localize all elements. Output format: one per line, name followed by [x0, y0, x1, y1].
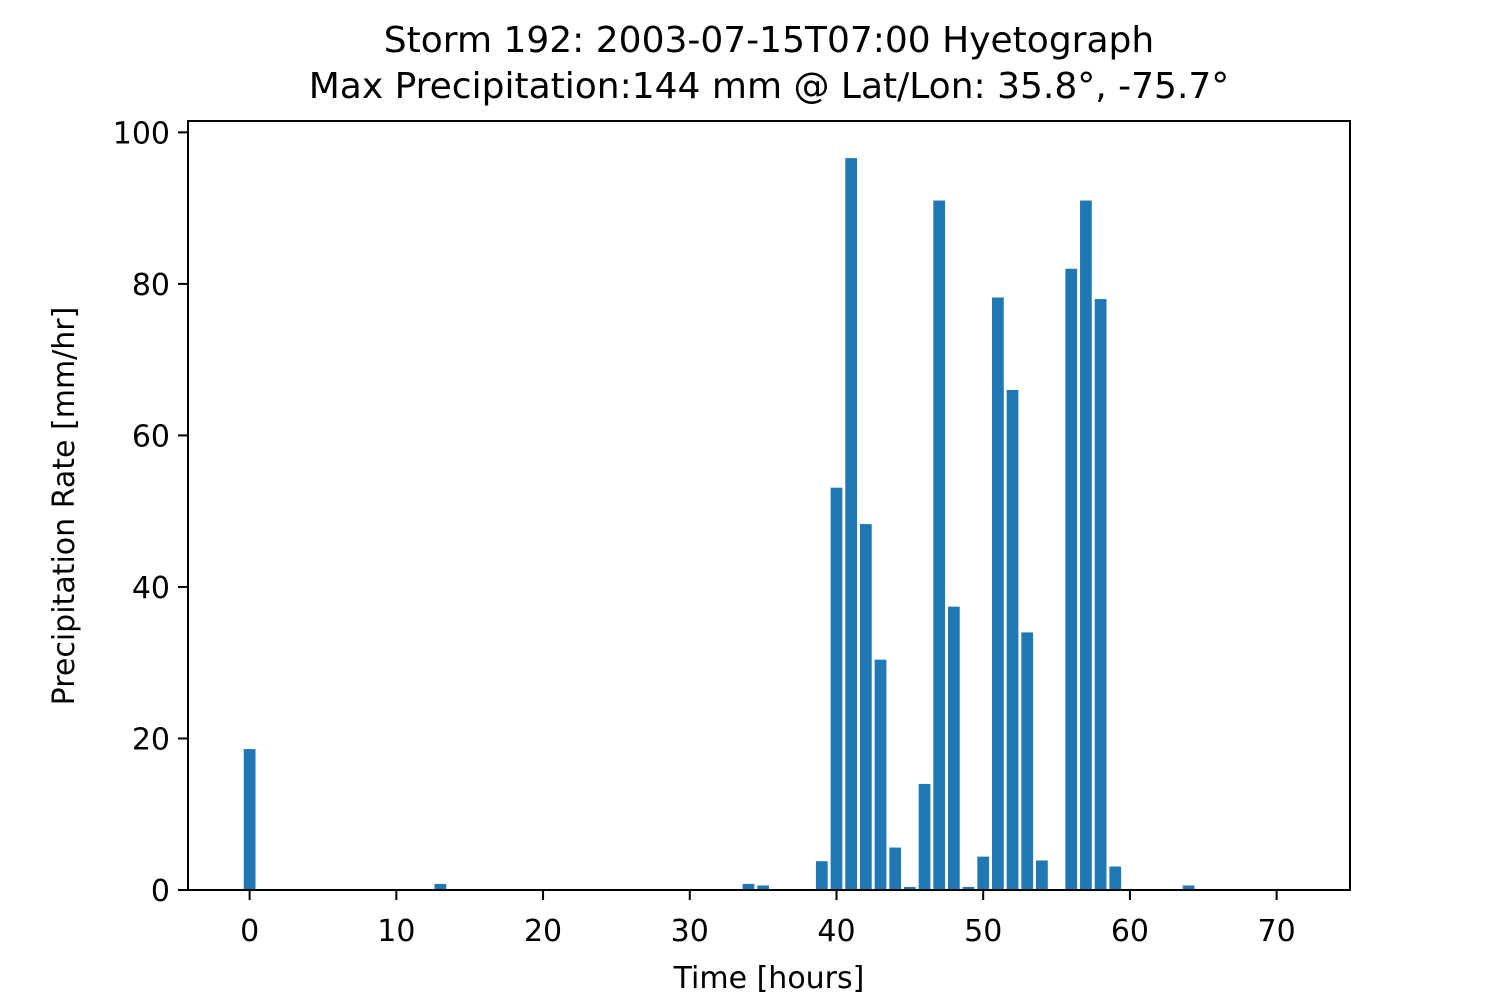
bar-hour-51: [992, 297, 1004, 890]
bar-hour-0: [243, 749, 256, 890]
bar-hour-39: [815, 861, 828, 890]
x-tick-label: 20: [524, 914, 562, 949]
bar-hour-52: [1006, 389, 1019, 890]
bar-hour-42: [859, 524, 872, 890]
y-tick-label: 100: [113, 116, 170, 151]
x-tick-label: 0: [240, 914, 259, 949]
y-tick-label: 80: [132, 268, 170, 303]
bar-hour-53: [1021, 632, 1034, 890]
y-axis-ticks: 0 20 40 60 80 100: [113, 116, 188, 909]
bar-hour-58: [1094, 299, 1107, 891]
y-axis-label: Precipitation Rate [mm/hr]: [47, 307, 82, 706]
bars-group: [243, 158, 1195, 891]
x-tick-label: 10: [377, 914, 415, 949]
chart-title-line2: Max Precipitation:144 mm @ Lat/Lon: 35.8…: [309, 66, 1230, 107]
x-axis-ticks: 0 10 20 30 40 50 60 70: [240, 890, 1296, 949]
y-tick-label: 0: [151, 874, 170, 909]
bar-hour-13: [434, 883, 447, 890]
x-tick-label: 60: [1111, 914, 1149, 949]
bar-hour-47: [933, 200, 946, 890]
bar-hour-44: [889, 847, 902, 890]
x-tick-label: 30: [671, 914, 709, 949]
bar-hour-45: [903, 886, 916, 890]
x-tick-label: 40: [817, 914, 855, 949]
bar-hour-34: [742, 883, 755, 890]
y-tick-label: 20: [132, 722, 170, 757]
y-tick-label: 60: [132, 419, 170, 454]
bar-hour-50: [977, 856, 990, 890]
x-tick-label: 50: [964, 914, 1002, 949]
bar-hour-41: [845, 158, 858, 890]
bar-hour-48: [947, 606, 960, 890]
bar-hour-56: [1065, 268, 1078, 891]
x-axis-label: Time [hours]: [673, 961, 865, 996]
bar-hour-43: [874, 659, 887, 890]
bar-hour-57: [1080, 200, 1092, 890]
chart-title-line1: Storm 192: 2003-07-15T07:00 Hyetograph: [384, 20, 1154, 61]
y-tick-label: 40: [132, 571, 170, 606]
bar-hour-46: [918, 783, 931, 890]
bar-hour-54: [1036, 860, 1048, 890]
x-tick-label: 70: [1258, 914, 1296, 949]
bar-hour-40: [830, 487, 843, 890]
bar-hour-59: [1109, 866, 1122, 890]
bar-hour-35: [757, 885, 769, 890]
plot-frame: [187, 120, 1351, 891]
bar-hour-49: [962, 886, 975, 890]
bar-hour-64: [1182, 885, 1195, 890]
